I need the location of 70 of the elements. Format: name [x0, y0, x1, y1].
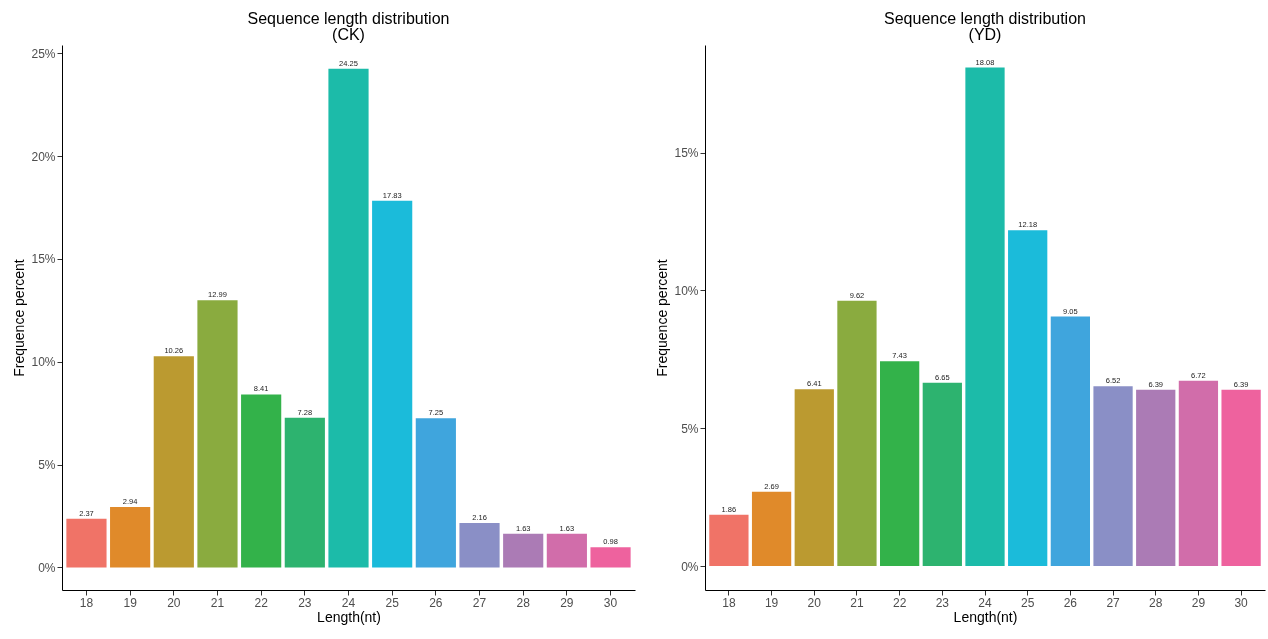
x-tick-label: 23 — [935, 595, 950, 610]
y-tick-label: 25% — [31, 46, 56, 61]
x-axis-title: Length(nt) — [317, 608, 381, 625]
x-tick-label: 27 — [472, 595, 487, 610]
bar — [66, 518, 107, 568]
bar — [546, 533, 587, 568]
x-tick-label: 30 — [1234, 595, 1249, 610]
x-tick-label: 28 — [516, 595, 531, 610]
bar — [153, 356, 194, 568]
bar — [751, 491, 792, 567]
y-tick-label: 0% — [681, 559, 699, 574]
x-tick-label: 23 — [298, 595, 312, 610]
x-tick-label: 30 — [603, 595, 618, 610]
bar — [1008, 230, 1048, 567]
chart-title: Sequence length distribution — [884, 10, 1086, 27]
chart-title: Sequence length distribution — [247, 10, 450, 27]
y-tick-label: 5% — [38, 458, 56, 473]
bar — [372, 200, 413, 568]
y-tick-label: 20% — [31, 149, 56, 164]
bar — [1178, 380, 1219, 567]
x-tick-label: 19 — [764, 595, 779, 610]
y-tick-label: 5% — [681, 421, 699, 436]
x-tick-label: 21 — [850, 595, 864, 610]
bar — [503, 533, 544, 568]
y-tick-label: 15% — [31, 252, 56, 267]
x-tick-label: 20 — [807, 595, 822, 610]
chart-subtitle: (YD) — [968, 26, 1002, 43]
x-tick-label: 19 — [123, 595, 138, 610]
bar — [965, 67, 1005, 567]
bar — [1093, 386, 1133, 567]
x-tick-label: 25 — [385, 595, 400, 610]
x-tick-label: 27 — [1106, 595, 1121, 610]
x-tick-label: 26 — [1063, 595, 1078, 610]
y-axis-title: Frequence percent — [654, 259, 671, 377]
y-tick-label: 0% — [38, 560, 56, 575]
x-tick-label: 20 — [167, 595, 181, 610]
x-tick-label: 28 — [1149, 595, 1163, 610]
bar — [284, 417, 325, 568]
bar — [241, 394, 282, 568]
bar — [837, 300, 877, 567]
bar — [110, 506, 151, 568]
bar — [922, 382, 962, 567]
bar — [1136, 389, 1176, 567]
bar — [709, 514, 749, 567]
x-tick-label: 21 — [210, 595, 225, 610]
bar — [1050, 316, 1090, 567]
x-tick-label: 29 — [1191, 595, 1206, 610]
bar — [459, 522, 500, 568]
x-tick-label: 24 — [341, 595, 356, 610]
x-tick-label: 26 — [429, 595, 443, 610]
y-axis-title: Frequence percent — [11, 259, 28, 377]
bar — [1221, 389, 1261, 567]
chart-subtitle: (CK) — [332, 26, 365, 43]
x-tick-label: 25 — [1021, 595, 1035, 610]
y-tick-label: 15% — [674, 146, 699, 161]
bar — [794, 389, 834, 567]
x-tick-label: 18 — [722, 595, 736, 610]
bar — [590, 547, 631, 568]
bar — [880, 361, 920, 567]
x-axis-title: Length(nt) — [953, 608, 1018, 625]
x-tick-label: 22 — [254, 595, 269, 610]
x-tick-label: 18 — [79, 595, 94, 610]
x-tick-label: 24 — [978, 595, 992, 610]
y-tick-label: 10% — [674, 283, 699, 298]
x-tick-label: 22 — [892, 595, 907, 610]
bar — [415, 418, 456, 568]
x-tick-label: 29 — [560, 595, 574, 610]
bar — [197, 300, 238, 568]
bar — [328, 68, 369, 568]
y-tick-label: 10% — [31, 355, 56, 370]
